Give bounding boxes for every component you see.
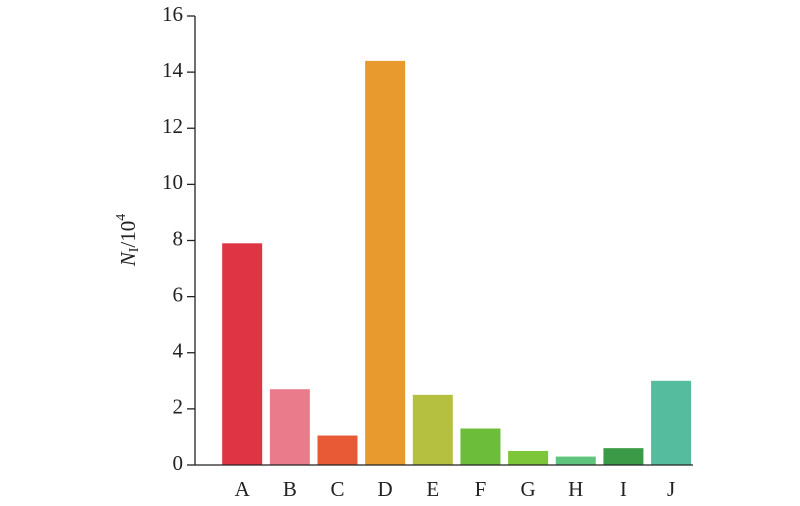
y-tick-label: 10: [162, 170, 183, 194]
bar: [555, 456, 596, 465]
y-label-subscript: I: [127, 247, 142, 252]
x-tick-label: D: [378, 477, 393, 501]
x-tick-label: I: [620, 477, 627, 501]
bar: [365, 60, 406, 466]
bar: [508, 450, 549, 465]
bar: [603, 448, 644, 465]
y-tick-label: 6: [173, 282, 184, 306]
y-axis-label: NI/104: [114, 214, 142, 268]
y-tick-label: 12: [162, 114, 183, 138]
x-tick-label: J: [667, 477, 675, 501]
x-tick-label: H: [568, 477, 583, 501]
bar: [412, 394, 453, 465]
y-tick-label: 14: [162, 58, 184, 82]
bar: [317, 435, 358, 465]
y-label-base: /10: [116, 221, 140, 248]
bar: [651, 380, 692, 465]
y-label-symbol: N: [116, 251, 140, 267]
bar: [460, 428, 501, 465]
x-tick-label: B: [283, 477, 297, 501]
x-tick-label: E: [426, 477, 439, 501]
x-tick-label: A: [235, 477, 251, 501]
x-tick-label: G: [521, 477, 536, 501]
y-tick-label: 4: [173, 339, 184, 363]
x-tick-label: C: [330, 477, 344, 501]
y-tick-label: 8: [173, 226, 184, 250]
y-tick-label: 16: [162, 2, 183, 26]
bar: [222, 243, 263, 465]
y-label-exponent: 4: [114, 214, 129, 221]
y-tick-label: 2: [173, 395, 184, 419]
bar: [269, 389, 310, 465]
x-tick-label: F: [475, 477, 487, 501]
y-tick-label: 0: [173, 451, 184, 475]
